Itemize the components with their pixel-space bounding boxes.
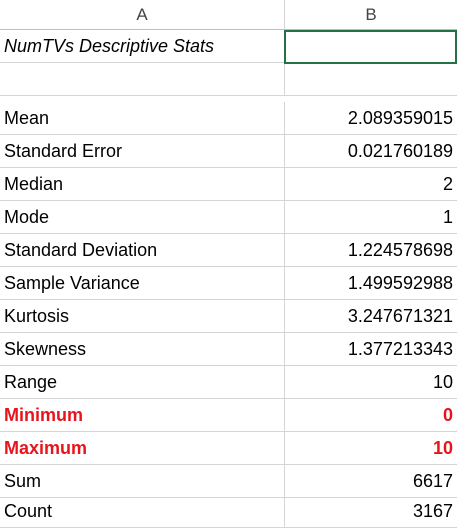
stat-value[interactable]: 2.089359015 — [285, 102, 457, 135]
stat-label[interactable]: Skewness — [0, 333, 285, 366]
column-header-a[interactable]: A — [0, 0, 285, 30]
table-row: NumTVs Descriptive Stats — [0, 30, 457, 63]
stat-value[interactable]: 1.499592988 — [285, 267, 457, 300]
table-row: Sum 6617 — [0, 465, 457, 498]
table-row: Sample Variance 1.499592988 — [0, 267, 457, 300]
table-row — [0, 63, 457, 96]
stat-value[interactable]: 6617 — [285, 465, 457, 498]
empty-cell[interactable] — [285, 63, 457, 96]
table-row: Skewness 1.377213343 — [0, 333, 457, 366]
stat-value[interactable]: 3167 — [285, 495, 457, 528]
table-row: Mode 1 — [0, 201, 457, 234]
selected-cell-b1[interactable] — [285, 30, 457, 63]
stat-value-maximum[interactable]: 10 — [285, 432, 457, 465]
stat-value[interactable]: 1 — [285, 201, 457, 234]
table-row: Median 2 — [0, 168, 457, 201]
table-row: Kurtosis 3.247671321 — [0, 300, 457, 333]
table-row: Standard Error 0.021760189 — [0, 135, 457, 168]
stat-label-maximum[interactable]: Maximum — [0, 432, 285, 465]
column-header-b[interactable]: B — [285, 0, 457, 30]
stat-label[interactable]: Sum — [0, 465, 285, 498]
table-row: Mean 2.089359015 — [0, 102, 457, 135]
stat-value[interactable]: 0.021760189 — [285, 135, 457, 168]
stat-value-minimum[interactable]: 0 — [285, 399, 457, 432]
stat-label[interactable]: Median — [0, 168, 285, 201]
table-row: Standard Deviation 1.224578698 — [0, 234, 457, 267]
stat-label[interactable]: Standard Deviation — [0, 234, 285, 267]
stat-label-minimum[interactable]: Minimum — [0, 399, 285, 432]
table-row: Maximum 10 — [0, 432, 457, 465]
stat-label[interactable]: Count — [0, 495, 285, 528]
stat-value[interactable]: 10 — [285, 366, 457, 399]
stat-label[interactable]: Mode — [0, 201, 285, 234]
stat-label[interactable]: Kurtosis — [0, 300, 285, 333]
title-cell[interactable]: NumTVs Descriptive Stats — [0, 30, 285, 63]
table-row: Count 3167 — [0, 495, 457, 528]
empty-cell[interactable] — [0, 63, 285, 96]
stat-value[interactable]: 1.377213343 — [285, 333, 457, 366]
stat-label[interactable]: Sample Variance — [0, 267, 285, 300]
stat-value[interactable]: 2 — [285, 168, 457, 201]
stat-label[interactable]: Mean — [0, 102, 285, 135]
table-row: Minimum 0 — [0, 399, 457, 432]
stat-value[interactable]: 3.247671321 — [285, 300, 457, 333]
table-row: Range 10 — [0, 366, 457, 399]
stat-value[interactable]: 1.224578698 — [285, 234, 457, 267]
stat-label[interactable]: Standard Error — [0, 135, 285, 168]
stat-label[interactable]: Range — [0, 366, 285, 399]
